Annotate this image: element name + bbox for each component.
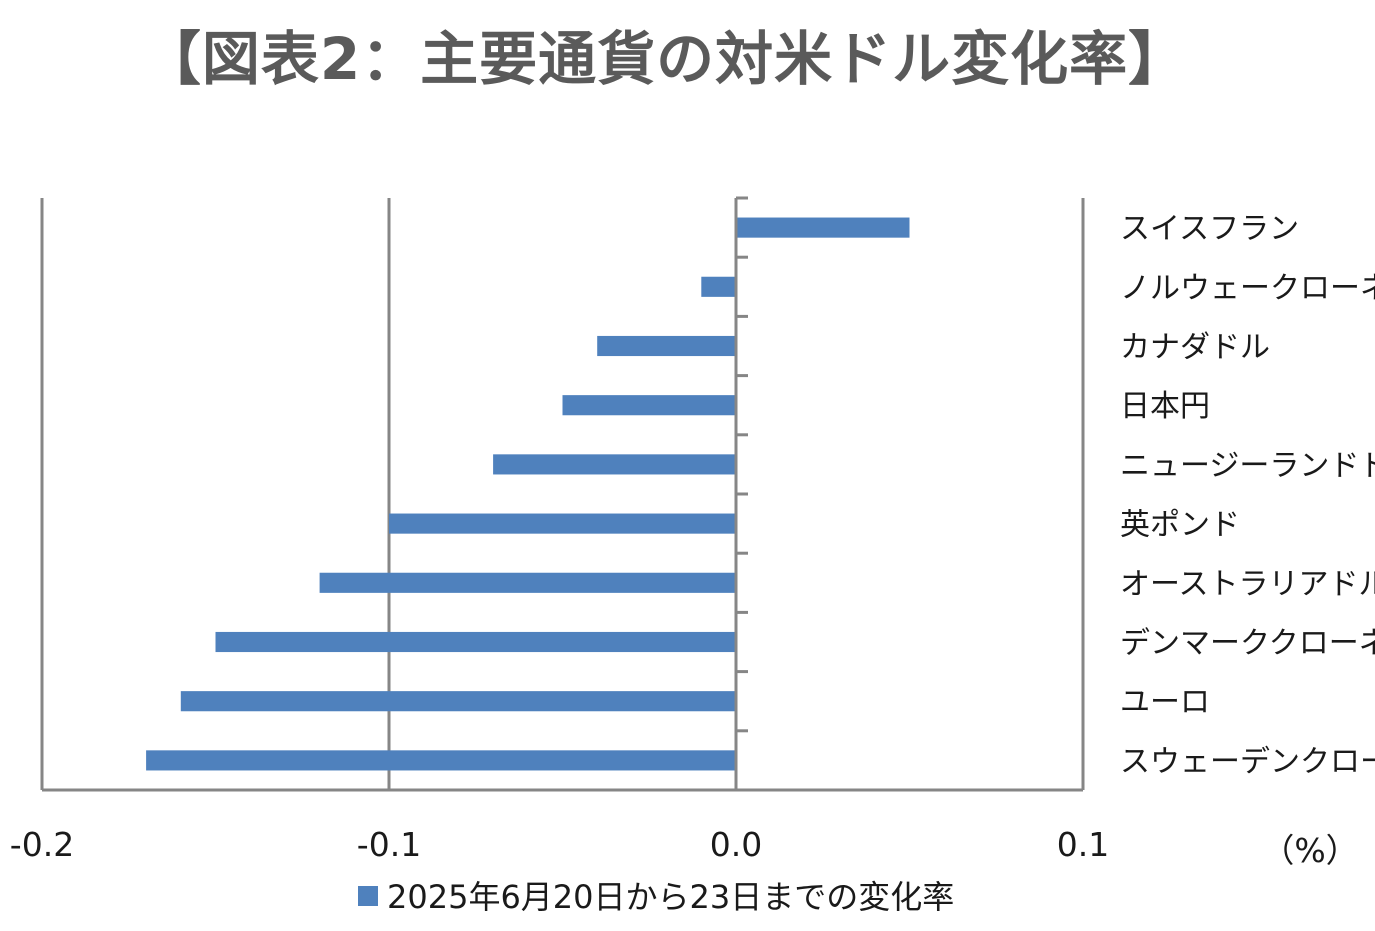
x-tick-labels: -0.2 -0.1 0.0 0.1 bbox=[10, 825, 1109, 864]
category-label-2: カナダドル bbox=[1120, 330, 1270, 365]
category-label-3: 日本円 bbox=[1120, 389, 1210, 424]
bar-4 bbox=[493, 454, 736, 475]
bar-7 bbox=[215, 631, 736, 653]
x-tick-label-1: -0.1 bbox=[357, 825, 421, 864]
bar-8 bbox=[180, 691, 737, 712]
bar-2 bbox=[597, 335, 736, 357]
bar-6 bbox=[319, 572, 736, 593]
bar-9 bbox=[146, 750, 737, 771]
legend-label: 2025年6月20日から23日までの変化率 bbox=[387, 878, 954, 916]
bar-1 bbox=[701, 276, 736, 297]
bar-0 bbox=[736, 217, 910, 238]
x-tick-label-3: 0.1 bbox=[1057, 825, 1109, 864]
category-label-1: ノルウェークローネ bbox=[1120, 271, 1375, 306]
category-label-0: スイスフラン bbox=[1120, 212, 1299, 247]
category-label-4: ニュージーランドドル bbox=[1120, 448, 1375, 483]
x-tick-label-2: 0.0 bbox=[710, 825, 762, 864]
bar-3 bbox=[562, 395, 736, 416]
legend: 2025年6月20日から23日までの変化率 bbox=[358, 878, 954, 916]
category-label-5: 英ポンド bbox=[1120, 508, 1240, 543]
bar-series bbox=[146, 217, 910, 771]
category-label-7: デンマーククローネ bbox=[1120, 626, 1375, 661]
legend-swatch bbox=[358, 886, 378, 906]
bar-5 bbox=[389, 513, 736, 534]
category-labels: スイスフランノルウェークローネカナダドル日本円ニュージーランドドル英ポンドオース… bbox=[1120, 212, 1375, 780]
unit-label: （%） bbox=[1261, 831, 1358, 870]
x-tick-label-0: -0.2 bbox=[10, 825, 74, 864]
category-label-6: オーストラリアドル bbox=[1120, 567, 1375, 602]
category-label-8: ユーロ bbox=[1120, 685, 1210, 720]
page-title: 【図表2：主要通貨の対米ドル変化率】 bbox=[142, 25, 1188, 93]
axes bbox=[42, 196, 1083, 792]
category-label-9: スウェーデンクローナ bbox=[1120, 744, 1375, 779]
